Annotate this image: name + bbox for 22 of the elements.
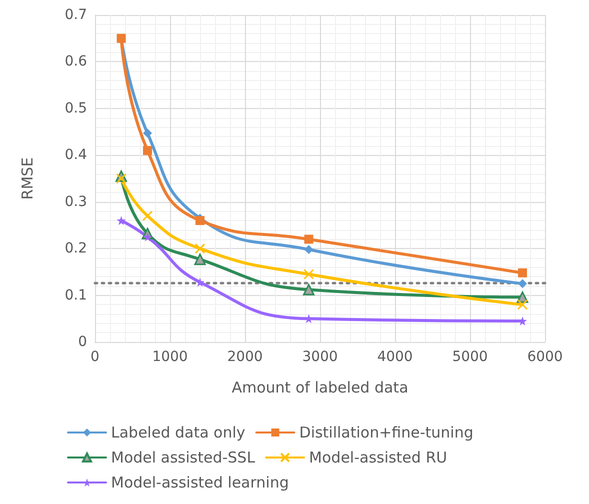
x-axis-title: Amount of labeled data: [232, 378, 408, 396]
legend-label: Distillation+fine-tuning: [299, 424, 474, 442]
y-tick-label: 0.2: [64, 240, 87, 257]
x-tick-label: 0: [90, 349, 100, 365]
y-tick-label: 0: [78, 334, 87, 350]
y-tick-label: 0.4: [64, 147, 88, 164]
y-tick-label: 0.6: [64, 54, 88, 70]
y-tick-label: 0.7: [64, 7, 87, 23]
y-tick-label: 0.3: [64, 194, 87, 210]
x-tick-label: 4000: [377, 349, 413, 365]
legend-label: Labeled data only: [111, 424, 246, 442]
x-tick-label: 6000: [527, 349, 563, 365]
legend-label: Model assisted-SSL: [111, 448, 256, 466]
y-axis-title: RMSE: [18, 157, 36, 200]
legend-label: Model-assisted RU: [309, 448, 448, 466]
x-tick-label: 5000: [452, 349, 488, 365]
y-tick-label: 0.5: [64, 100, 87, 116]
x-tick-label: 1000: [152, 349, 188, 365]
y-tick-label: 0.1: [64, 287, 87, 304]
x-tick-label: 3000: [302, 349, 338, 365]
x-tick-label: 2000: [227, 349, 263, 365]
legend-label: Model-assisted learning: [111, 474, 289, 492]
